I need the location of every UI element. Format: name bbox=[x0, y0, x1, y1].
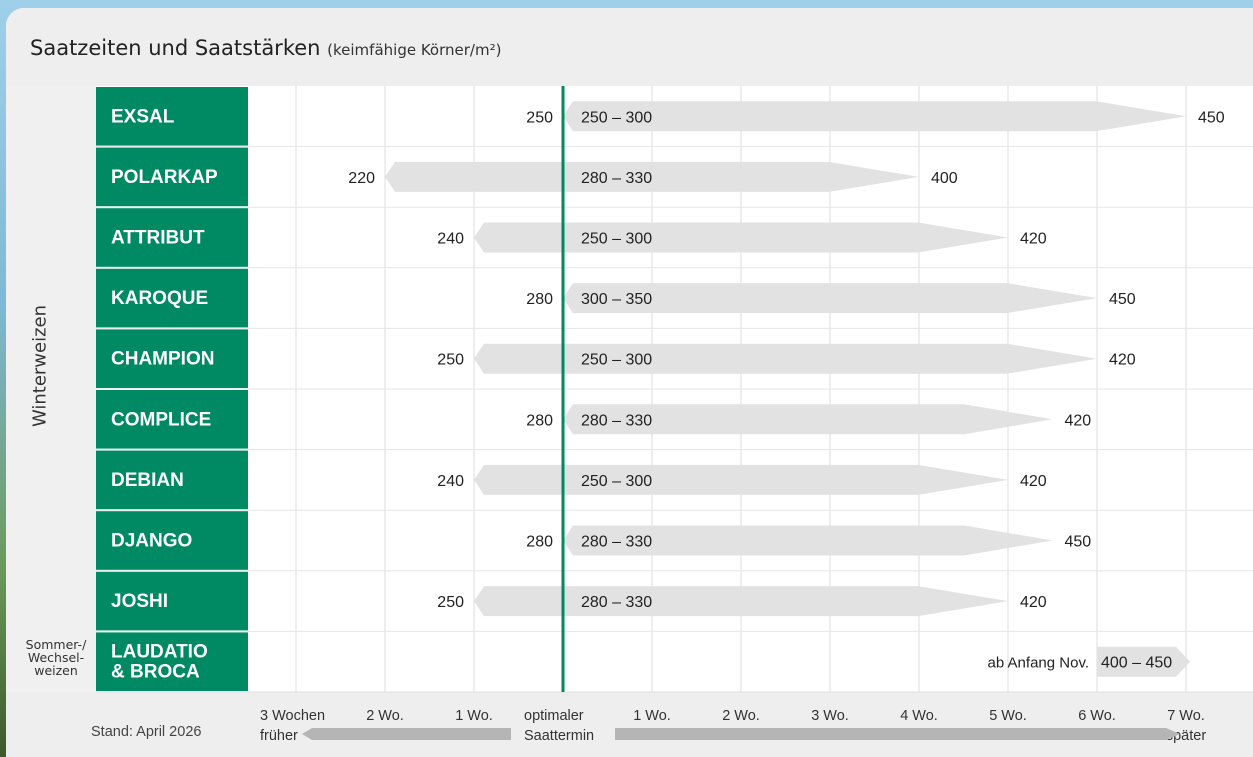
start-rate-label: 250 bbox=[437, 352, 464, 369]
variety-name: DJANGO bbox=[111, 531, 192, 552]
range-bar bbox=[563, 283, 1097, 314]
variety-box bbox=[96, 268, 248, 328]
chart-title: Saatzeiten und Saatstärken (keimfähige K… bbox=[30, 36, 501, 60]
variety-box bbox=[96, 511, 248, 570]
variety-name: JOSHI bbox=[111, 591, 168, 612]
variety-box bbox=[96, 632, 248, 691]
x-tick-label: 1 Wo. bbox=[455, 708, 493, 724]
end-rate-label: 450 bbox=[1109, 291, 1136, 308]
chart-subtitle: (keimfähige Körner/m²) bbox=[327, 41, 502, 59]
variety-name: KAROQUE bbox=[111, 288, 208, 309]
variety-name: ATTRIBUT bbox=[111, 228, 205, 249]
range-rate-label: 250 – 300 bbox=[581, 109, 652, 126]
stand-date: Stand: April 2026 bbox=[91, 724, 202, 740]
x-tick-label: 5 Wo. bbox=[989, 708, 1027, 724]
season-chart: EXSAL 250 250 – 300 450 POLARKAP 220 280 – 330… bbox=[96, 86, 1253, 744]
x-tick-label: 2 Wo. bbox=[366, 708, 404, 724]
range-rate-label: 280 – 330 bbox=[581, 534, 652, 551]
range-bar bbox=[474, 222, 1008, 253]
end-rate-label: 450 bbox=[1065, 534, 1092, 551]
range-bar bbox=[563, 404, 1053, 435]
group-label-winter-text: Winterweizen bbox=[29, 304, 51, 428]
end-rate-label: 420 bbox=[1109, 352, 1136, 369]
range-rate-label: 250 – 300 bbox=[581, 231, 652, 248]
earlier-arrow bbox=[302, 728, 511, 740]
range-rate-label: 300 – 350 bbox=[581, 291, 652, 308]
variety-name: COMPLICE bbox=[111, 409, 211, 430]
range-bar bbox=[385, 161, 919, 192]
range-rate-label: 280 – 330 bbox=[581, 412, 652, 429]
x-tick-label: optimaler Saattermin bbox=[524, 708, 594, 744]
variety-box bbox=[96, 571, 248, 631]
x-tick-label: 4 Wo. bbox=[900, 708, 938, 724]
start-date-label: ab Anfang Nov. bbox=[988, 655, 1089, 672]
group-label-sommer: Sommer-/ Wechsel- weizen bbox=[25, 637, 87, 678]
range-bar bbox=[474, 464, 1008, 495]
variety-name: EXSAL bbox=[111, 106, 175, 127]
x-tick-label: 3 Wochen früher bbox=[260, 708, 325, 744]
range-rate-label: 250 – 300 bbox=[581, 473, 652, 490]
range-rate-label: 400 – 450 bbox=[1101, 655, 1172, 672]
group-column bbox=[6, 86, 96, 692]
chart-card: Saatzeiten und Saatstärken (keimfähige K… bbox=[6, 8, 1253, 757]
end-rate-label: 420 bbox=[1020, 231, 1047, 248]
start-rate-label: 220 bbox=[348, 170, 375, 187]
start-rate-label: 240 bbox=[437, 231, 464, 248]
x-tick-label: 2 Wo. bbox=[722, 708, 760, 724]
range-bar bbox=[474, 586, 1008, 617]
x-tick-label: 3 Wo. bbox=[811, 708, 849, 724]
variety-name: POLARKAP bbox=[111, 167, 218, 188]
range-bar bbox=[474, 343, 1097, 374]
x-tick-label: 1 Wo. bbox=[633, 708, 671, 724]
variety-name: DEBIAN bbox=[111, 470, 184, 491]
variety-box bbox=[96, 450, 248, 510]
variety-name: LAUDATIO & BROCA bbox=[111, 642, 208, 683]
later-arrow bbox=[615, 728, 1180, 740]
range-bar bbox=[1097, 646, 1190, 677]
end-rate-label: 420 bbox=[1065, 412, 1092, 429]
variety-box bbox=[96, 87, 248, 146]
variety-box bbox=[96, 390, 248, 449]
end-rate-label: 420 bbox=[1020, 594, 1047, 611]
start-rate-label: 280 bbox=[526, 291, 553, 308]
variety-box bbox=[96, 147, 248, 207]
chart-title-main: Saatzeiten und Saatstärken bbox=[30, 36, 321, 60]
variety-box bbox=[96, 329, 248, 388]
range-bar bbox=[563, 101, 1186, 132]
range-rate-label: 280 – 330 bbox=[581, 170, 652, 187]
variety-name: CHAMPION bbox=[111, 349, 214, 370]
end-rate-label: 420 bbox=[1020, 473, 1047, 490]
start-rate-label: 280 bbox=[526, 534, 553, 551]
x-tick-label: 7 Wo. später bbox=[1166, 708, 1206, 744]
start-rate-label: 250 bbox=[526, 109, 553, 126]
variety-box bbox=[96, 208, 248, 267]
range-rate-label: 280 – 330 bbox=[581, 594, 652, 611]
start-rate-label: 280 bbox=[526, 412, 553, 429]
title-bar: Saatzeiten und Saatstärken (keimfähige K… bbox=[6, 8, 1253, 86]
range-bar bbox=[563, 525, 1053, 556]
range-rate-label: 250 – 300 bbox=[581, 352, 652, 369]
x-tick-label: 6 Wo. bbox=[1078, 708, 1116, 724]
start-rate-label: 250 bbox=[437, 594, 464, 611]
start-rate-label: 240 bbox=[437, 473, 464, 490]
footer-bar bbox=[6, 692, 1253, 757]
end-rate-label: 400 bbox=[931, 170, 958, 187]
end-rate-label: 450 bbox=[1198, 109, 1225, 126]
